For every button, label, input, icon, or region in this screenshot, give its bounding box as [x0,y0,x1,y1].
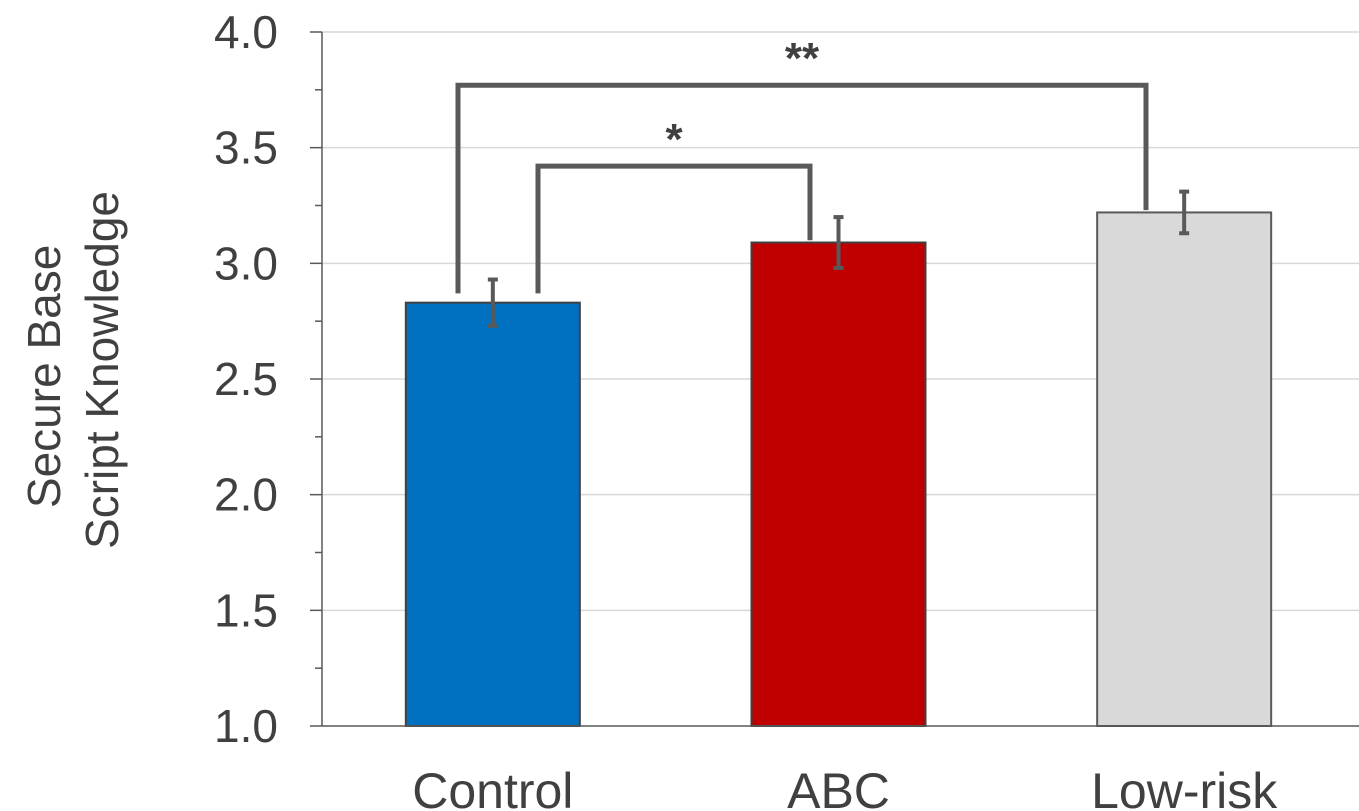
error-bar [833,215,844,270]
significance-label: ** [785,34,820,83]
y-tick-label: 1.5 [214,584,278,636]
y-axis-label-line-1: Secure Base [18,245,70,508]
significance-bracket [455,82,1149,294]
error-bars [487,189,1190,328]
x-axis: Control ABC Low-risk [322,725,1359,811]
y-axis-label-line-2: Script Knowledge [76,191,128,549]
significance-label: * [665,115,683,164]
y-tick-label: 2.0 [214,469,278,521]
y-axis: 1.0 1.5 2.0 2.5 3.0 3.5 4.0 [214,6,323,752]
bars [404,211,1273,727]
bar-abc [750,241,927,727]
x-tick-label: Low-risk [1091,763,1278,811]
x-tick-label: ABC [787,763,890,811]
y-tick-label: 2.5 [214,353,278,405]
significance-brackets: *** [455,34,1149,294]
y-tick-label: 4.0 [214,6,278,58]
bar-low-risk [1096,211,1273,727]
y-axis-label: Secure Base Script Knowledge [18,191,128,549]
y-tick-label: 3.5 [214,122,278,174]
y-tick-label: 3.0 [214,237,278,289]
error-bar [1179,189,1190,236]
x-tick-label: Control [412,763,573,811]
y-tick-label: 1.0 [214,700,278,752]
significance-bracket [535,163,813,294]
error-bar [487,277,498,328]
bar-control [404,301,581,727]
